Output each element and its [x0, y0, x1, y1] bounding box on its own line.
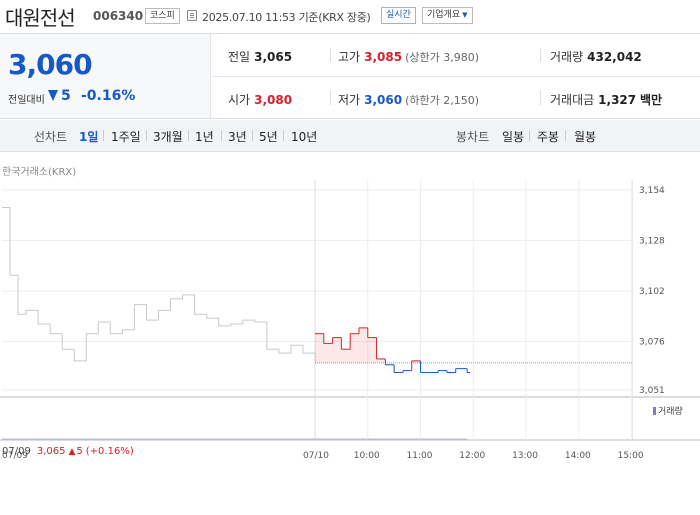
- chevron-down-icon: ▼: [462, 11, 468, 19]
- y-tick-label: 3,128: [639, 236, 665, 246]
- open-price: 시가 3,080: [228, 91, 292, 111]
- x-tick-label: 13:00: [512, 451, 538, 461]
- y-axis-labels: 3,154 3,128 3,102 3,076 3,051: [639, 186, 665, 396]
- data-source-label: 한국거래소(KRX): [2, 167, 77, 178]
- timestamp-basis: 기준(KRX 장중): [298, 11, 371, 24]
- above-ref-fill: [358, 327, 368, 363]
- above-ref-fill: [350, 333, 359, 363]
- trade-value: 거래대금 1,327 백만: [550, 91, 662, 111]
- period-10y[interactable]: 10년: [291, 130, 318, 144]
- footer-change-pct: (+0.16%): [85, 446, 134, 457]
- change-value: 5: [61, 88, 71, 104]
- candle-daily[interactable]: 일봉: [502, 130, 525, 144]
- up-triangle-icon: ▲: [68, 447, 76, 457]
- high-value: 3,085: [364, 50, 403, 64]
- x-tick-label: 10:00: [354, 451, 380, 461]
- open-label: 시가: [228, 93, 251, 107]
- period-5y[interactable]: 5년: [259, 130, 278, 144]
- x-axis-labels: 07/09 07/10 10:00 11:00 12:00 13:00 14:00 15:00: [2, 451, 644, 461]
- realtime-button[interactable]: 실시간: [381, 7, 416, 24]
- stock-header: 대원전선 006340 코스피 2025.07.10 11:53 기준(KRX …: [0, 0, 700, 32]
- candle-weekly[interactable]: 주봉: [537, 130, 560, 144]
- down-triangle-icon: [48, 90, 58, 101]
- above-ref-fill: [332, 337, 342, 363]
- above-ref-fill: [376, 358, 386, 363]
- x-tick-label: 12:00: [459, 451, 485, 461]
- lower-limit: (하한가 2,150): [405, 94, 479, 107]
- trade-value-unit: 백만: [639, 93, 663, 107]
- company-info-label: 기업개요: [427, 10, 461, 20]
- clock-icon: [187, 10, 197, 21]
- prev-close-value: 3,065: [254, 50, 293, 64]
- high-price: 고가 3,085 (상한가 3,980): [338, 48, 479, 68]
- low-label: 저가: [338, 93, 361, 107]
- period-3m[interactable]: 3개월: [153, 130, 183, 144]
- period-3y[interactable]: 3년: [228, 130, 247, 144]
- above-ref-fill: [341, 349, 351, 363]
- open-value: 3,080: [254, 93, 293, 107]
- low-price: 저가 3,060 (하한가 2,150): [338, 91, 479, 111]
- above-ref-fill: [367, 337, 377, 363]
- price-series: [2, 207, 632, 374]
- low-value: 3,060: [364, 93, 403, 107]
- timestamp-value: 2025.07.10 11:53: [202, 11, 296, 24]
- volume-swatch: [653, 407, 656, 415]
- y-tick-label: 3,102: [639, 287, 665, 297]
- change-percent: -0.16%: [81, 88, 136, 104]
- trade-value-label: 거래대금: [550, 93, 595, 107]
- current-price: 3,060: [8, 48, 93, 81]
- high-label: 고가: [338, 50, 361, 64]
- y-tick-label: 3,051: [639, 386, 665, 396]
- above-ref-fill: [411, 360, 421, 363]
- y-tick-label: 3,154: [639, 186, 665, 196]
- above-ref-fill: [315, 333, 324, 363]
- volume: 거래량 432,042: [550, 48, 642, 68]
- x-tick-label: 15:00: [618, 451, 644, 461]
- change-label: 전일대비: [8, 95, 45, 106]
- upper-limit: (상한가 3,980): [405, 51, 479, 64]
- x-tick-label: 07/10: [303, 451, 329, 461]
- period-1d[interactable]: 1일: [79, 130, 99, 144]
- prev-day-line: [2, 207, 316, 363]
- stock-code: 006340: [93, 9, 144, 23]
- current-price-box: 3,060 전일대비 5 -0.16%: [0, 34, 211, 118]
- volume-value: 432,042: [587, 50, 642, 64]
- volume-label: 거래량: [550, 50, 584, 64]
- y-tick-label: 3,076: [639, 337, 665, 347]
- footer-date: 07/09: [2, 446, 31, 457]
- price-summary: 3,060 전일대비 5 -0.16% 전일 3,065 고가 3,085 (상한가 …: [0, 33, 700, 119]
- line-chart-label: 선차트: [34, 130, 68, 144]
- footer-prev-close: 3,065: [36, 446, 66, 457]
- chart-toolbar: 선차트 1일 1주일 3개월 1년 3년 5년 10년 봉차트 일봉 주봉 월봉: [0, 120, 700, 152]
- volume-legend-text: 거래량: [658, 407, 683, 417]
- x-tick-label: 14:00: [565, 451, 591, 461]
- market-badge: 코스피: [145, 8, 180, 24]
- volume-legend: 거래량: [653, 404, 683, 417]
- x-tick-label: 11:00: [407, 451, 433, 461]
- chart-grid: [0, 180, 700, 441]
- trade-value-amount: 1,327: [598, 93, 637, 107]
- above-ref-fill: [323, 343, 333, 363]
- prev-close: 전일 3,065: [228, 48, 292, 68]
- stock-name: 대원전선: [5, 6, 76, 30]
- prev-close-label: 전일: [228, 50, 251, 64]
- period-1w[interactable]: 1주일: [111, 130, 141, 144]
- candle-chart-label: 봉차트: [456, 130, 490, 144]
- timestamp: 2025.07.10 11:53 기준(KRX 장중): [202, 9, 371, 25]
- x-tick-label: 07/09: [2, 451, 28, 461]
- candle-monthly[interactable]: 월봉: [574, 130, 597, 144]
- company-info-button[interactable]: 기업개요 ▼: [422, 7, 473, 24]
- chart-footer: 07/09 3,065 ▲5 (+0.16%): [2, 446, 134, 457]
- footer-change: 5: [76, 446, 83, 457]
- period-1y[interactable]: 1년: [195, 130, 214, 144]
